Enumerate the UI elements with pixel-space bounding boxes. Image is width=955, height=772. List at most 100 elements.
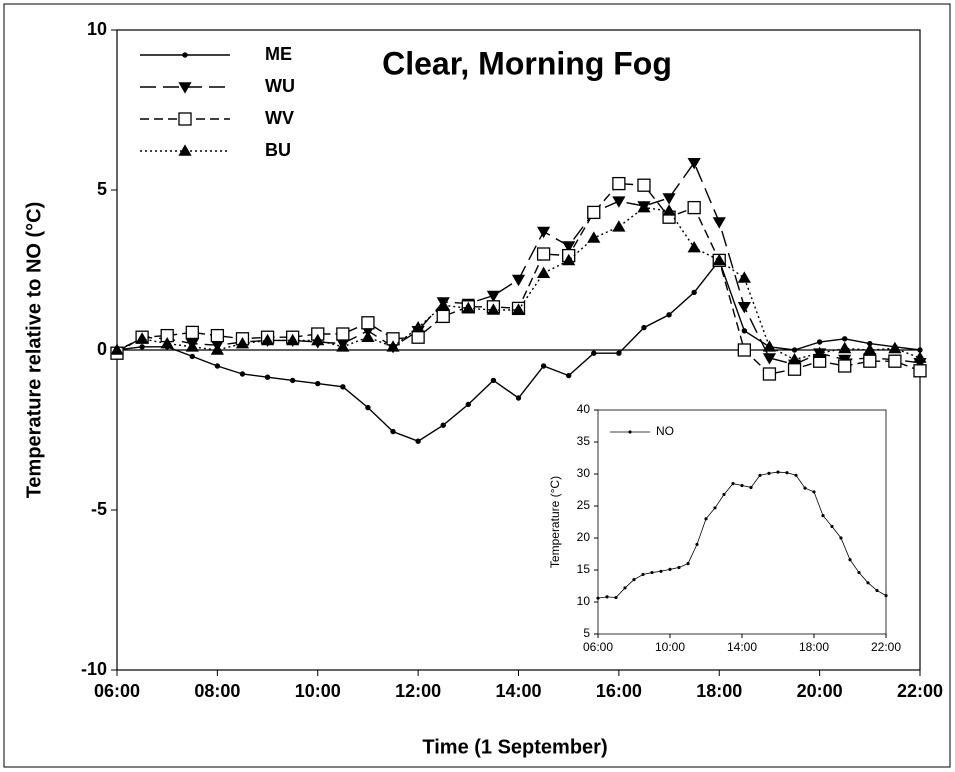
marker xyxy=(762,367,777,381)
y-tick-label: -10 xyxy=(81,659,107,679)
marker xyxy=(913,351,927,363)
marker xyxy=(587,205,601,220)
marker xyxy=(311,333,325,346)
marker xyxy=(659,569,663,573)
marker xyxy=(415,438,421,444)
legend-label: WV xyxy=(265,108,294,128)
legend-label: WU xyxy=(265,76,295,96)
marker xyxy=(695,542,699,546)
x-tick-label: 22:00 xyxy=(871,640,901,654)
marker xyxy=(740,483,744,488)
marker xyxy=(776,470,780,474)
y-tick-label: 10 xyxy=(87,19,107,39)
y-tick-label: 0 xyxy=(97,339,107,359)
marker xyxy=(612,196,626,208)
y-tick-label: 10 xyxy=(577,594,591,608)
marker xyxy=(139,344,145,350)
x-tick-label: 14:00 xyxy=(495,681,541,701)
marker xyxy=(884,594,888,598)
marker xyxy=(562,241,576,253)
x-tick-label: 10:00 xyxy=(295,681,341,701)
marker xyxy=(812,490,816,494)
marker xyxy=(591,350,597,356)
y-axis-label: Temperature (°C) xyxy=(548,476,562,568)
marker xyxy=(386,340,400,352)
marker xyxy=(785,471,789,475)
marker xyxy=(440,422,446,428)
marker xyxy=(731,482,735,486)
marker xyxy=(540,363,547,369)
marker xyxy=(787,353,802,365)
marker xyxy=(315,380,321,387)
marker xyxy=(536,266,551,278)
legend-label: ME xyxy=(265,44,292,64)
marker xyxy=(875,588,879,593)
x-tick-label: 12:00 xyxy=(395,681,441,701)
y-tick-label: 15 xyxy=(577,562,591,576)
marker xyxy=(848,558,852,562)
marker xyxy=(336,327,350,341)
marker xyxy=(264,374,271,380)
marker xyxy=(511,303,526,315)
y-tick-label: -5 xyxy=(91,499,107,519)
marker xyxy=(888,341,902,354)
marker xyxy=(913,364,927,378)
marker xyxy=(762,340,777,352)
marker xyxy=(536,226,551,239)
marker xyxy=(917,347,923,353)
marker xyxy=(536,247,551,261)
marker xyxy=(612,220,626,232)
marker xyxy=(623,586,627,590)
marker xyxy=(662,193,676,205)
marker xyxy=(632,578,636,582)
marker xyxy=(704,517,708,521)
chart-title: Clear, Morning Fog xyxy=(382,45,672,81)
marker xyxy=(641,572,645,577)
marker xyxy=(767,471,771,475)
x-tick-label: 06:00 xyxy=(583,640,613,654)
marker xyxy=(515,395,522,401)
marker xyxy=(612,176,626,191)
marker xyxy=(210,328,225,343)
marker xyxy=(286,333,300,346)
marker xyxy=(839,536,843,540)
marker xyxy=(178,82,192,94)
x-axis-label: Time (1 September) xyxy=(422,736,607,758)
marker xyxy=(436,298,450,310)
marker xyxy=(791,347,798,353)
marker xyxy=(239,371,246,377)
y-axis-label: Temperature relative to NO (°C) xyxy=(23,202,45,499)
marker xyxy=(182,52,188,58)
marker xyxy=(741,328,748,334)
marker xyxy=(596,596,600,600)
marker xyxy=(686,562,690,566)
inset-background xyxy=(548,400,902,664)
legend-label: BU xyxy=(265,140,291,160)
marker xyxy=(562,253,576,266)
marker xyxy=(235,337,250,349)
marker xyxy=(411,321,425,333)
x-tick-label: 18:00 xyxy=(799,640,829,654)
marker xyxy=(336,340,350,352)
marker xyxy=(178,112,192,126)
x-tick-label: 06:00 xyxy=(94,681,140,701)
marker xyxy=(838,359,852,373)
marker xyxy=(816,339,823,345)
marker xyxy=(490,377,497,384)
marker xyxy=(411,330,425,344)
marker xyxy=(687,158,701,170)
frame xyxy=(3,3,951,768)
marker xyxy=(830,524,834,529)
marker xyxy=(758,473,762,477)
marker xyxy=(803,486,807,490)
marker xyxy=(712,217,726,229)
marker xyxy=(863,343,877,355)
marker xyxy=(794,473,798,477)
marker xyxy=(214,363,221,369)
marker xyxy=(737,343,751,357)
marker xyxy=(787,362,802,376)
marker xyxy=(110,343,124,355)
marker xyxy=(713,506,717,510)
marker xyxy=(616,350,622,356)
